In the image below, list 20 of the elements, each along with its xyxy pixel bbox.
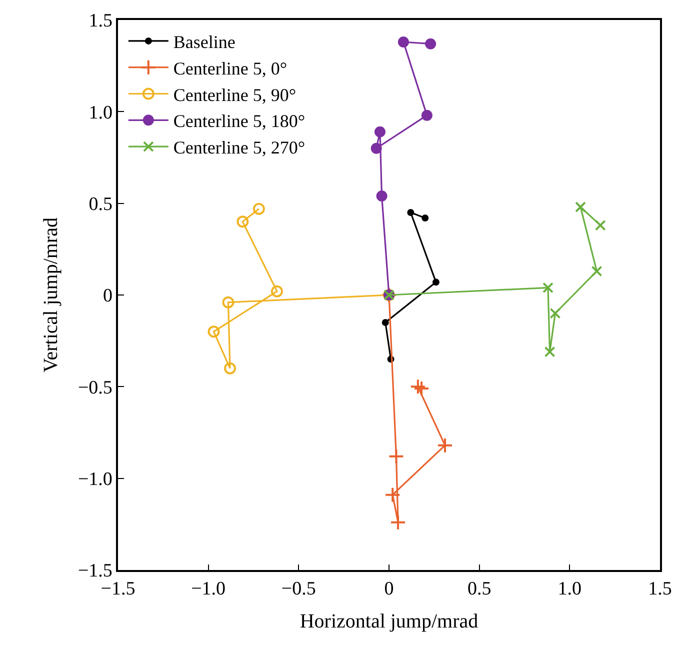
x-tick-label: −0.5 [281,578,316,600]
legend-label: Centerline 5, 0° [173,58,288,78]
y-tick-label: −0.5 [78,377,112,398]
legend-label: Baseline [173,32,236,52]
y-tick-label: 1.5 [88,10,112,32]
y-tick-label: −1.5 [78,560,112,582]
x-tick-label: 0.5 [467,578,492,600]
x-tick-label: 0 [384,578,394,600]
x-tick-label: 1.5 [648,578,672,600]
legend-label: Centerline 5, 90° [173,84,296,105]
y-tick-label: 0.5 [88,194,112,215]
x-tick-label: −1.0 [191,578,226,600]
x-axis-title: Horizontal jump/mrad [300,610,478,633]
legend-label: Centerline 5, 270° [173,138,306,158]
y-tick-label: 0 [102,286,112,307]
y-tick-label: −1.0 [78,468,112,490]
x-tick-label: 1.0 [558,578,582,600]
legend-label: Centerline 5, 180° [173,111,306,132]
y-axis-title: Vertical jump/mrad [40,218,62,372]
y-tick-label: 1.0 [88,102,112,124]
